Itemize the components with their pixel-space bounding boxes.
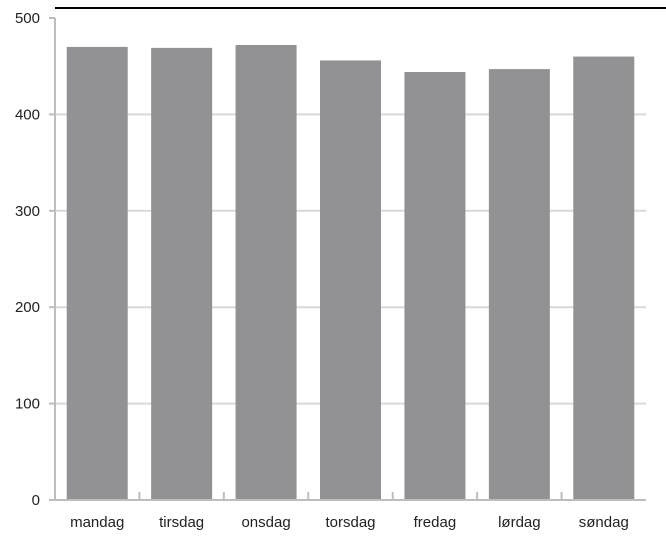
bar-fredag [404, 71, 466, 500]
bars [66, 44, 635, 501]
x-tick-label: lørdag [498, 514, 541, 531]
bar-søndag [573, 56, 635, 501]
bar-mandag [66, 46, 128, 501]
x-tick-label: mandag [70, 514, 124, 531]
y-tick-label: 500 [15, 10, 40, 27]
bar-lørdag [488, 69, 550, 500]
x-tick-labels: mandag tirsdag onsdag torsdag fredag lørdag sø… [70, 514, 629, 531]
y-tick-label: 0 [32, 492, 40, 509]
bar-onsdag [235, 44, 297, 500]
y-tick-label: 100 [15, 396, 40, 413]
y-tick-label: 400 [15, 106, 40, 123]
x-tick-label: torsdag [325, 514, 375, 531]
axes [49, 7, 666, 501]
x-tick-label: tirsdag [159, 514, 204, 531]
y-tick-label: 300 [15, 203, 40, 220]
x-tick-label: fredag [414, 514, 457, 531]
bar-tirsdag [151, 47, 213, 500]
bar-torsdag [320, 60, 381, 500]
x-tick-label: søndag [579, 514, 629, 531]
y-tick-label: 200 [15, 299, 40, 316]
x-tick-label: onsdag [241, 514, 290, 531]
y-tick-labels: 0 100 200 300 400 500 [15, 10, 40, 509]
